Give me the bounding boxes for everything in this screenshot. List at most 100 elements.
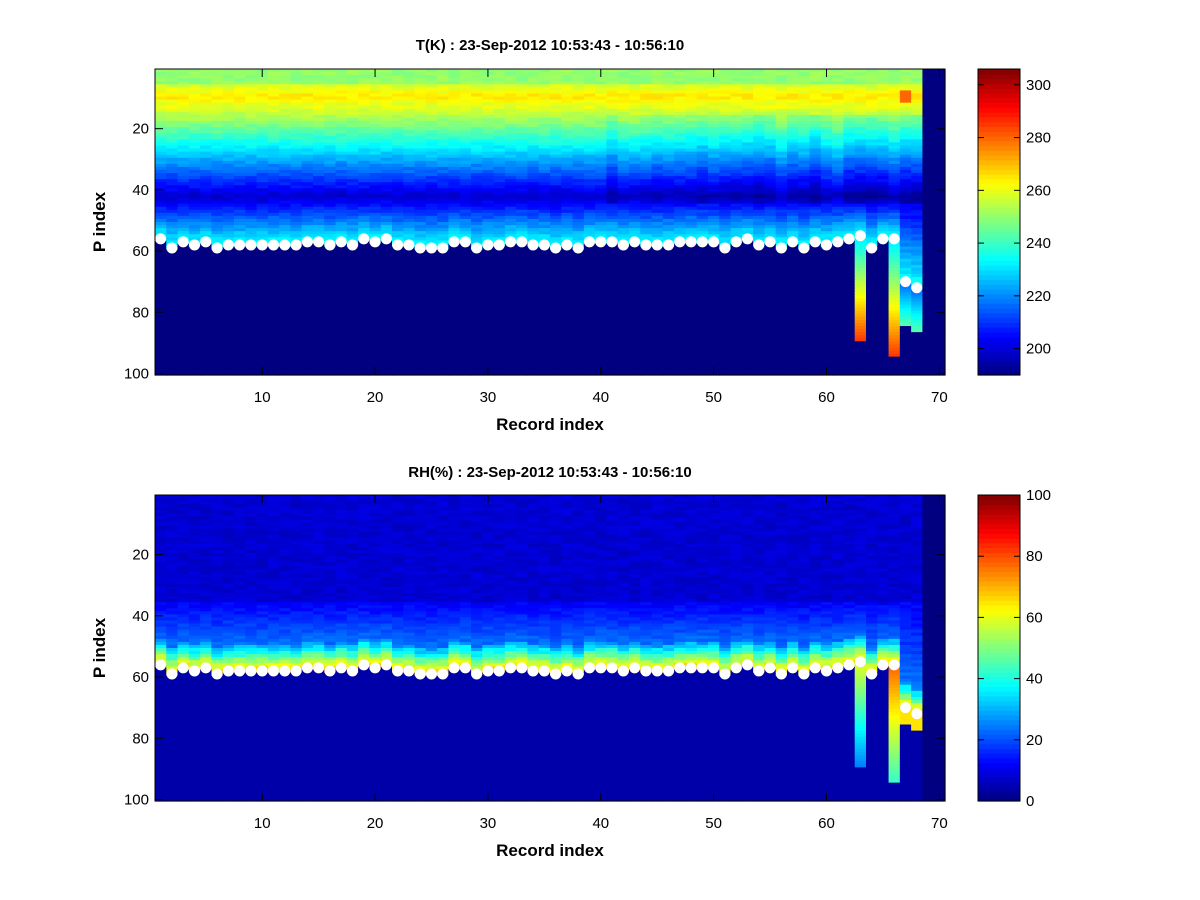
heatmap-cell	[437, 365, 450, 370]
heatmap-cell	[188, 127, 201, 131]
heatmap-cell	[550, 108, 562, 113]
heatmap-cell	[188, 365, 201, 370]
heatmap-cell	[493, 191, 506, 196]
heatmap-cell	[346, 111, 359, 116]
heatmap-cell	[290, 237, 303, 241]
heatmap-cell	[414, 234, 427, 238]
heatmap-cell	[459, 316, 472, 321]
heatmap-cell	[267, 362, 280, 367]
heatmap-cell	[335, 218, 348, 223]
heatmap-cell	[245, 292, 258, 297]
heatmap-cell	[313, 316, 325, 321]
heatmap-cell	[155, 222, 167, 226]
heatmap-cell	[188, 179, 201, 183]
heatmap-cell	[222, 215, 235, 220]
heatmap-cell	[482, 111, 495, 116]
heatmap-cell	[313, 286, 325, 290]
heatmap-cell	[301, 249, 314, 254]
heatmap-cell	[493, 179, 506, 183]
heatmap-cell	[155, 90, 167, 95]
heatmap-cell	[459, 371, 472, 376]
heatmap-cell	[493, 341, 506, 345]
heatmap-cell	[471, 127, 483, 131]
heatmap-cell	[234, 313, 246, 318]
heatmap-cell	[256, 111, 269, 116]
heatmap-cell	[550, 215, 562, 220]
heatmap-cell	[279, 87, 292, 92]
heatmap-cell	[358, 252, 371, 257]
heatmap-cell	[471, 173, 483, 177]
heatmap-cell	[346, 163, 359, 168]
heatmap-cell	[267, 102, 280, 107]
heatmap-cell	[177, 166, 190, 171]
heatmap-cell	[448, 283, 461, 287]
heatmap-cell	[256, 84, 269, 88]
heatmap-cell	[380, 157, 393, 162]
heatmap-cell	[392, 234, 404, 238]
heatmap-cell	[324, 169, 337, 174]
heatmap-cell	[177, 338, 190, 342]
heatmap-cell	[414, 142, 427, 147]
heatmap-cell	[425, 277, 438, 281]
heatmap-cell	[188, 78, 201, 82]
heatmap-cell	[346, 270, 359, 275]
heatmap-cell	[482, 316, 495, 321]
heatmap-cell	[482, 258, 495, 263]
heatmap-cell	[234, 307, 246, 312]
heatmap-cell	[211, 72, 224, 76]
heatmap-cell	[256, 338, 269, 342]
heatmap-cell	[211, 127, 224, 131]
heatmap-cell	[324, 191, 337, 196]
heatmap-cell	[290, 365, 303, 370]
heatmap-cell	[177, 356, 190, 361]
heatmap-cell	[471, 365, 483, 370]
heatmap-cell	[380, 243, 393, 248]
heatmap-cell	[459, 258, 472, 263]
heatmap-cell	[358, 111, 371, 116]
heatmap-cell	[346, 142, 359, 147]
heatmap-cell	[188, 277, 201, 281]
heatmap-cell	[482, 81, 495, 85]
heatmap-cell	[188, 203, 201, 208]
heatmap-cell	[256, 237, 269, 241]
heatmap-cell	[527, 289, 540, 293]
heatmap-cell	[358, 185, 371, 189]
heatmap-cell	[448, 114, 461, 119]
heatmap-cell	[414, 117, 427, 122]
heatmap-cell	[471, 338, 483, 342]
heatmap-cell	[414, 322, 427, 327]
heatmap-cell	[380, 274, 393, 278]
heatmap-cell	[335, 215, 348, 220]
heatmap-cell	[482, 157, 495, 162]
heatmap-cell	[346, 93, 359, 98]
heatmap-cell	[166, 194, 179, 199]
heatmap-cell	[493, 252, 506, 257]
heatmap-cell	[234, 347, 246, 352]
heatmap-cell	[482, 139, 495, 144]
heatmap-cell	[471, 72, 483, 76]
heatmap-cell	[245, 127, 258, 131]
heatmap-cell	[437, 222, 450, 226]
heatmap-cell	[177, 292, 190, 297]
heatmap-cell	[403, 362, 416, 367]
heatmap-cell	[527, 319, 540, 324]
heatmap-cell	[279, 117, 292, 122]
heatmap-cell	[493, 124, 506, 128]
heatmap-cell	[403, 160, 416, 165]
heatmap-cell	[358, 319, 371, 324]
heatmap-cell	[403, 289, 416, 293]
heatmap-cell	[346, 231, 359, 235]
heatmap-cell	[290, 292, 303, 297]
heatmap-cell	[538, 87, 551, 92]
heatmap-cell	[301, 335, 314, 339]
heatmap-cell	[550, 231, 562, 235]
heatmap-cell	[155, 362, 167, 367]
heatmap-cell	[222, 292, 235, 297]
heatmap-cell	[256, 255, 269, 260]
heatmap-cell	[538, 362, 551, 367]
heatmap-cell	[403, 108, 416, 113]
heatmap-cell	[301, 185, 314, 189]
heatmap-cell	[538, 332, 551, 336]
heatmap-cell	[324, 111, 337, 116]
heatmap-cell	[437, 261, 450, 266]
